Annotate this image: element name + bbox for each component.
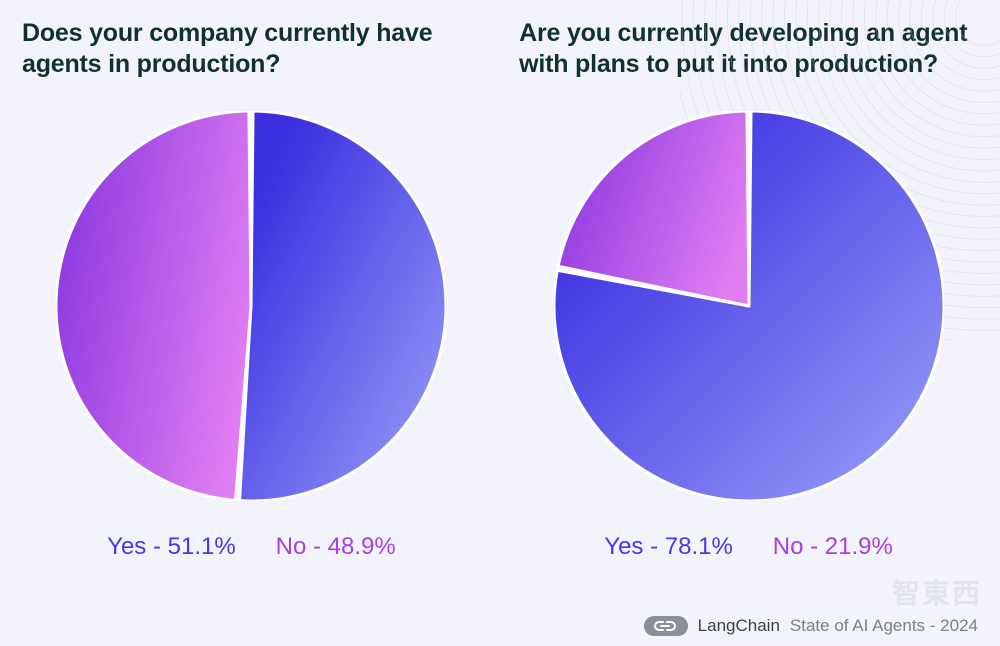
charts-row: Does your company currently have agents …	[22, 18, 978, 634]
page-root: Does your company currently have agents …	[0, 0, 1000, 646]
link-icon	[652, 619, 678, 633]
legend-item-yes: Yes - 78.1%	[604, 533, 733, 561]
chart-panel-1: Are you currently developing an agent wi…	[519, 18, 978, 634]
chart-panel-0: Does your company currently have agents …	[22, 18, 481, 634]
chart-title-0: Does your company currently have agents …	[22, 18, 481, 81]
footer-badge	[644, 616, 688, 636]
legend-item-yes: Yes - 51.1%	[107, 533, 236, 561]
pie-slice-no	[56, 111, 251, 500]
pie-slice-yes	[240, 111, 446, 501]
legend-0: Yes - 51.1% No - 48.9%	[107, 533, 396, 561]
legend-1: Yes - 78.1% No - 21.9%	[604, 533, 893, 561]
legend-item-no: No - 21.9%	[773, 533, 893, 561]
footer-brand: LangChain	[698, 616, 780, 636]
footer: LangChain State of AI Agents - 2024	[644, 616, 978, 636]
pie-chart-0	[56, 111, 446, 501]
legend-item-no: No - 48.9%	[276, 533, 396, 561]
footer-caption: State of AI Agents - 2024	[790, 616, 978, 636]
pie-chart-1	[554, 111, 944, 501]
chart-title-1: Are you currently developing an agent wi…	[519, 18, 978, 81]
